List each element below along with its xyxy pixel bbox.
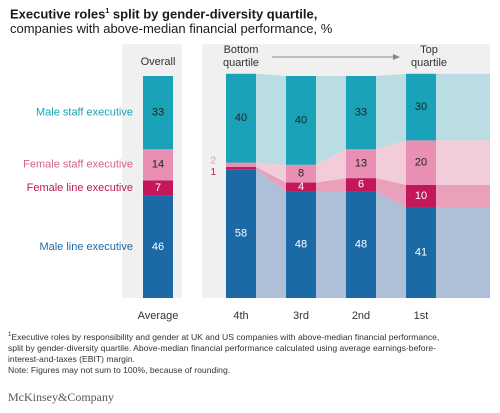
series-label-female-staff-executive: Female staff executive: [23, 159, 133, 171]
connector-band-male-staff-executive-tail: [436, 73, 490, 141]
series-label-male-staff-executive: Male staff executive: [36, 107, 133, 119]
connector-band-female-staff-executive-3rd-to-2nd: [316, 149, 346, 183]
data-label-female-staff-executive-1st: 20: [415, 156, 427, 168]
data-label-female-staff-executive-2nd: 13: [355, 158, 367, 170]
bar-segment-female-staff-executive-4th: [226, 162, 256, 168]
data-label-male-staff-executive-overall: 33: [152, 107, 164, 119]
data-label-female-line-executive-4th-outside: 1: [210, 167, 216, 178]
header-bottom-quartile-line2: quartile: [223, 57, 259, 69]
header-top-quartile-line2: quartile: [411, 57, 447, 69]
data-label-female-staff-executive-4th-outside: 2: [210, 155, 216, 166]
connector-band-female-staff-executive-4th-to-3rd: [256, 162, 286, 183]
bar-segment-female-line-executive-4th: [226, 167, 256, 170]
header-bottom-quartile-line1: Bottom: [224, 44, 259, 56]
bar-segment-male-staff-executive-4th: [226, 73, 256, 163]
connector-band-female-line-executive-tail: [436, 184, 490, 207]
x-tick-label-1st: 1st: [414, 310, 429, 322]
x-tick-label-4th: 4th: [233, 310, 248, 322]
header-top-quartile-line1: Top: [420, 44, 438, 56]
data-label-female-line-executive-overall: 7: [155, 182, 161, 194]
connector-band-male-line-executive-2nd-to-1st: [376, 191, 406, 298]
bar-segment-female-line-executive-3rd: [286, 182, 316, 192]
connector-band-female-line-executive-4th-to-3rd: [256, 167, 286, 192]
bar-segment-female-staff-executive-1st: [406, 140, 436, 185]
chart-subtitle: companies with above-median financial pe…: [10, 21, 333, 37]
connector-band-male-staff-executive-4th-to-3rd: [256, 73, 286, 165]
connector-band-male-line-executive-3rd-to-2nd: [316, 191, 346, 298]
bar-segment-male-staff-executive-2nd: [346, 76, 376, 150]
bar-segment-female-staff-executive-2nd: [346, 149, 376, 179]
connector-band-male-staff-executive-3rd-to-2nd: [316, 76, 346, 165]
connector-band-female-staff-executive-tail: [436, 140, 490, 185]
data-label-female-staff-executive-overall: 14: [152, 159, 164, 171]
data-label-male-staff-executive-1st: 30: [415, 101, 427, 113]
data-label-male-staff-executive-4th: 40: [235, 112, 247, 124]
data-label-female-line-executive-1st: 10: [415, 190, 427, 202]
data-label-male-line-executive-2nd: 48: [355, 239, 367, 251]
data-label-male-line-executive-1st: 41: [415, 246, 427, 258]
bar-segment-female-line-executive-2nd: [346, 178, 376, 192]
bar-segment-male-staff-executive-1st: [406, 73, 436, 141]
connector-band-male-line-executive-4th-to-3rd: [256, 169, 286, 298]
data-label-male-line-executive-4th: 58: [235, 228, 247, 240]
data-label-male-staff-executive-2nd: 33: [355, 107, 367, 119]
series-label-male-line-executive: Male line executive: [39, 241, 133, 253]
bar-segment-male-staff-executive-overall: [143, 76, 173, 150]
footnote: 1Executive roles by responsibility and g…: [8, 331, 440, 375]
x-tick-label-3rd: 3rd: [293, 310, 309, 322]
data-label-female-line-executive-2nd: 6: [358, 179, 364, 191]
connector-band-female-line-executive-2nd-to-1st: [376, 178, 406, 207]
data-label-female-line-executive-3rd: 4: [298, 181, 304, 193]
bar-segment-male-line-executive-4th: [226, 169, 256, 298]
bar-segment-male-staff-executive-3rd: [286, 76, 316, 165]
chart-title-block: Executive roles1 split by gender-diversi…: [10, 4, 490, 36]
data-label-male-line-executive-3rd: 48: [295, 239, 307, 251]
bar-segment-male-line-executive-3rd: [286, 191, 316, 298]
x-tick-label-average: Average: [138, 310, 179, 322]
connector-band-male-line-executive-tail: [436, 206, 490, 298]
data-label-male-line-executive-overall: 46: [152, 241, 164, 253]
connector-band-female-staff-executive-2nd-to-1st: [376, 140, 406, 185]
series-label-female-line-executive: Female line executive: [27, 182, 133, 194]
brand-logo-text: McKinsey&Company: [8, 390, 114, 404]
bar-segment-female-line-executive-overall: [143, 180, 173, 196]
x-tick-label-2nd: 2nd: [352, 310, 370, 322]
bar-segment-female-line-executive-1st: [406, 184, 436, 207]
data-label-male-staff-executive-3rd: 40: [295, 114, 307, 126]
bar-segment-male-line-executive-1st: [406, 206, 436, 298]
bar-segment-female-staff-executive-3rd: [286, 164, 316, 183]
quartile-arrow-head: [393, 54, 400, 60]
connector-band-male-staff-executive-2nd-to-1st: [376, 73, 406, 150]
chart-title: Executive roles1 split by gender-diversi…: [10, 6, 318, 22]
bar-segment-male-line-executive-2nd: [346, 191, 376, 298]
overall-column-header: Overall: [141, 56, 176, 68]
data-label-female-staff-executive-3rd: 8: [298, 168, 304, 180]
bar-segment-female-staff-executive-overall: [143, 149, 173, 181]
bar-segment-male-line-executive-overall: [143, 195, 173, 298]
